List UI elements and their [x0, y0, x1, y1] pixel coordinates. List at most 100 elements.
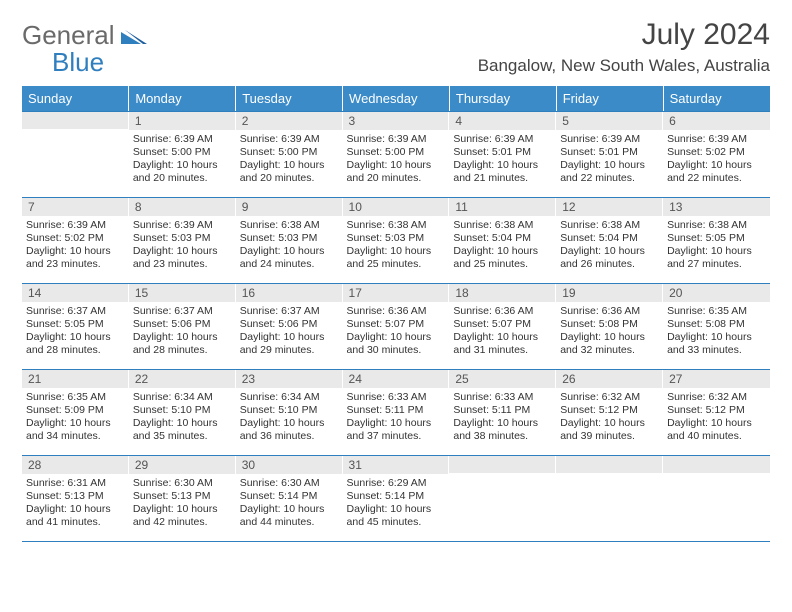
day-number: 19: [556, 284, 663, 302]
day-number: 12: [556, 198, 663, 216]
weekday-header: Thursday: [449, 86, 556, 111]
day-number: 2: [236, 112, 343, 130]
day-details: Sunrise: 6:32 AMSunset: 5:12 PMDaylight:…: [556, 388, 663, 446]
day-number: 15: [129, 284, 236, 302]
calendar-day-cell: 16Sunrise: 6:37 AMSunset: 5:06 PMDayligh…: [236, 283, 343, 369]
calendar-day-cell: 25Sunrise: 6:33 AMSunset: 5:11 PMDayligh…: [449, 369, 556, 455]
day-details: Sunrise: 6:33 AMSunset: 5:11 PMDaylight:…: [449, 388, 556, 446]
calendar-day-cell: 23Sunrise: 6:34 AMSunset: 5:10 PMDayligh…: [236, 369, 343, 455]
day-number: 5: [556, 112, 663, 130]
day-details: Sunrise: 6:37 AMSunset: 5:06 PMDaylight:…: [129, 302, 236, 360]
weekday-header: Saturday: [663, 86, 770, 111]
calendar-day-cell: 2Sunrise: 6:39 AMSunset: 5:00 PMDaylight…: [236, 111, 343, 197]
day-number: 20: [663, 284, 770, 302]
day-number: 18: [449, 284, 556, 302]
location-text: Bangalow, New South Wales, Australia: [478, 56, 770, 76]
day-number: 16: [236, 284, 343, 302]
calendar-day-cell: 10Sunrise: 6:38 AMSunset: 5:03 PMDayligh…: [343, 197, 450, 283]
logo-triangle-icon: [121, 31, 149, 48]
calendar-day-cell: 14Sunrise: 6:37 AMSunset: 5:05 PMDayligh…: [22, 283, 129, 369]
day-number: 9: [236, 198, 343, 216]
day-number: 17: [343, 284, 450, 302]
day-details: Sunrise: 6:38 AMSunset: 5:05 PMDaylight:…: [663, 216, 770, 274]
day-details: Sunrise: 6:39 AMSunset: 5:01 PMDaylight:…: [556, 130, 663, 188]
calendar-table: SundayMondayTuesdayWednesdayThursdayFrid…: [22, 86, 770, 542]
day-details: Sunrise: 6:37 AMSunset: 5:06 PMDaylight:…: [236, 302, 343, 360]
calendar-day-cell: 22Sunrise: 6:34 AMSunset: 5:10 PMDayligh…: [129, 369, 236, 455]
day-details: Sunrise: 6:34 AMSunset: 5:10 PMDaylight:…: [129, 388, 236, 446]
day-details: Sunrise: 6:39 AMSunset: 5:02 PMDaylight:…: [22, 216, 129, 274]
day-details: Sunrise: 6:34 AMSunset: 5:10 PMDaylight:…: [236, 388, 343, 446]
calendar-day-cell: 9Sunrise: 6:38 AMSunset: 5:03 PMDaylight…: [236, 197, 343, 283]
weekday-header: Friday: [556, 86, 663, 111]
calendar-day-cell: 6Sunrise: 6:39 AMSunset: 5:02 PMDaylight…: [663, 111, 770, 197]
day-details: Sunrise: 6:39 AMSunset: 5:02 PMDaylight:…: [663, 130, 770, 188]
day-details: Sunrise: 6:39 AMSunset: 5:00 PMDaylight:…: [236, 130, 343, 188]
calendar-day-cell: 18Sunrise: 6:36 AMSunset: 5:07 PMDayligh…: [449, 283, 556, 369]
day-number: 14: [22, 284, 129, 302]
calendar-day-cell: [449, 455, 556, 541]
calendar-week-row: 1Sunrise: 6:39 AMSunset: 5:00 PMDaylight…: [22, 111, 770, 197]
calendar-day-cell: 29Sunrise: 6:30 AMSunset: 5:13 PMDayligh…: [129, 455, 236, 541]
weekday-header: Monday: [129, 86, 236, 111]
calendar-day-cell: 12Sunrise: 6:38 AMSunset: 5:04 PMDayligh…: [556, 197, 663, 283]
calendar-day-cell: 7Sunrise: 6:39 AMSunset: 5:02 PMDaylight…: [22, 197, 129, 283]
weekday-header: Wednesday: [343, 86, 450, 111]
day-number: 21: [22, 370, 129, 388]
day-number: [663, 456, 770, 473]
weekday-header: Sunday: [22, 86, 129, 111]
day-details: Sunrise: 6:30 AMSunset: 5:14 PMDaylight:…: [236, 474, 343, 532]
day-number: [556, 456, 663, 473]
day-details: Sunrise: 6:38 AMSunset: 5:03 PMDaylight:…: [343, 216, 450, 274]
logo: General Blue: [22, 18, 149, 76]
logo-word-blue: Blue: [22, 47, 104, 77]
day-number: 27: [663, 370, 770, 388]
day-number: 1: [129, 112, 236, 130]
day-number: 24: [343, 370, 450, 388]
day-number: 28: [22, 456, 129, 474]
day-number: 8: [129, 198, 236, 216]
calendar-day-cell: 19Sunrise: 6:36 AMSunset: 5:08 PMDayligh…: [556, 283, 663, 369]
calendar-week-row: 21Sunrise: 6:35 AMSunset: 5:09 PMDayligh…: [22, 369, 770, 455]
calendar-body: 1Sunrise: 6:39 AMSunset: 5:00 PMDaylight…: [22, 111, 770, 541]
weekday-header-row: SundayMondayTuesdayWednesdayThursdayFrid…: [22, 86, 770, 111]
day-details: Sunrise: 6:33 AMSunset: 5:11 PMDaylight:…: [343, 388, 450, 446]
calendar-day-cell: 24Sunrise: 6:33 AMSunset: 5:11 PMDayligh…: [343, 369, 450, 455]
day-number: [449, 456, 556, 473]
calendar-day-cell: [556, 455, 663, 541]
calendar-day-cell: 8Sunrise: 6:39 AMSunset: 5:03 PMDaylight…: [129, 197, 236, 283]
calendar-day-cell: 17Sunrise: 6:36 AMSunset: 5:07 PMDayligh…: [343, 283, 450, 369]
weekday-header: Tuesday: [236, 86, 343, 111]
day-details: Sunrise: 6:39 AMSunset: 5:03 PMDaylight:…: [129, 216, 236, 274]
calendar-day-cell: 26Sunrise: 6:32 AMSunset: 5:12 PMDayligh…: [556, 369, 663, 455]
calendar-day-cell: 20Sunrise: 6:35 AMSunset: 5:08 PMDayligh…: [663, 283, 770, 369]
day-number: 23: [236, 370, 343, 388]
logo-text: General Blue: [22, 22, 149, 76]
day-details: Sunrise: 6:38 AMSunset: 5:04 PMDaylight:…: [556, 216, 663, 274]
day-number: 29: [129, 456, 236, 474]
day-details: Sunrise: 6:39 AMSunset: 5:01 PMDaylight:…: [449, 130, 556, 188]
day-details: Sunrise: 6:36 AMSunset: 5:07 PMDaylight:…: [449, 302, 556, 360]
day-details: Sunrise: 6:29 AMSunset: 5:14 PMDaylight:…: [343, 474, 450, 532]
day-details: Sunrise: 6:36 AMSunset: 5:08 PMDaylight:…: [556, 302, 663, 360]
calendar-day-cell: 11Sunrise: 6:38 AMSunset: 5:04 PMDayligh…: [449, 197, 556, 283]
day-number: 7: [22, 198, 129, 216]
day-number: 4: [449, 112, 556, 130]
calendar-day-cell: [663, 455, 770, 541]
day-details: Sunrise: 6:36 AMSunset: 5:07 PMDaylight:…: [343, 302, 450, 360]
day-number: 22: [129, 370, 236, 388]
day-details: Sunrise: 6:39 AMSunset: 5:00 PMDaylight:…: [343, 130, 450, 188]
calendar-day-cell: 3Sunrise: 6:39 AMSunset: 5:00 PMDaylight…: [343, 111, 450, 197]
calendar-day-cell: 30Sunrise: 6:30 AMSunset: 5:14 PMDayligh…: [236, 455, 343, 541]
day-number: [22, 112, 129, 129]
month-title: July 2024: [478, 18, 770, 52]
day-number: 3: [343, 112, 450, 130]
calendar-day-cell: 13Sunrise: 6:38 AMSunset: 5:05 PMDayligh…: [663, 197, 770, 283]
logo-word-general: General: [22, 20, 115, 50]
day-number: 6: [663, 112, 770, 130]
calendar-day-cell: 15Sunrise: 6:37 AMSunset: 5:06 PMDayligh…: [129, 283, 236, 369]
day-details: Sunrise: 6:37 AMSunset: 5:05 PMDaylight:…: [22, 302, 129, 360]
day-details: Sunrise: 6:30 AMSunset: 5:13 PMDaylight:…: [129, 474, 236, 532]
page-header: General Blue July 2024 Bangalow, New Sou…: [22, 18, 770, 76]
day-details: Sunrise: 6:38 AMSunset: 5:04 PMDaylight:…: [449, 216, 556, 274]
